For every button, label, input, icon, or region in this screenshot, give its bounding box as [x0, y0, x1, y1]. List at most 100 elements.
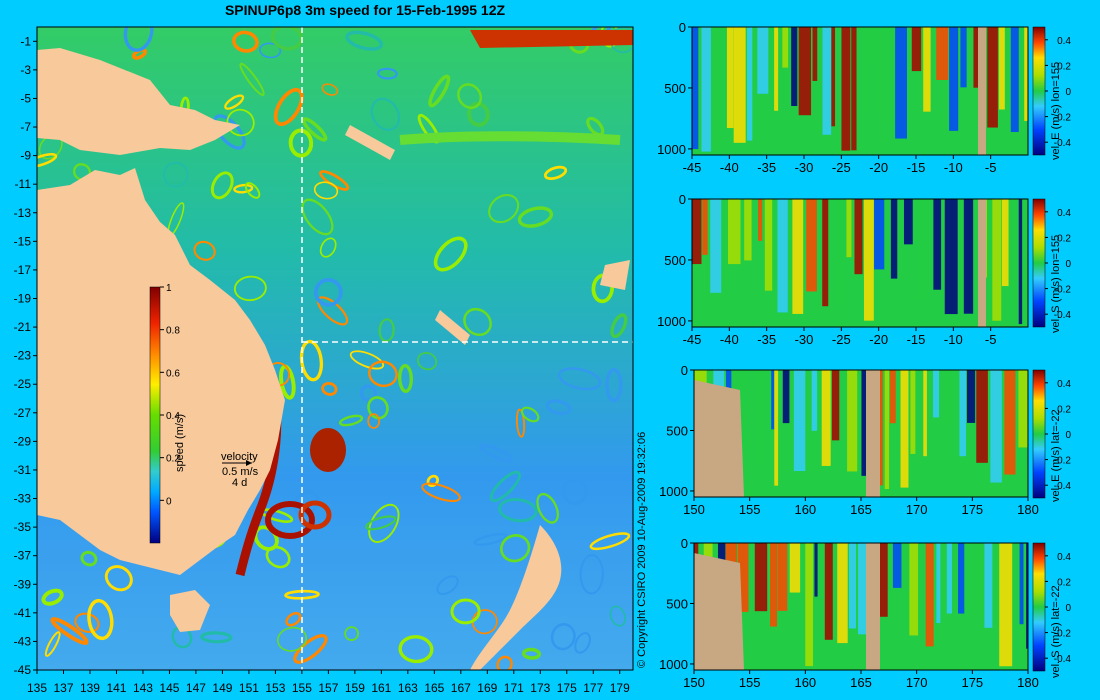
copyright-notice: © Copyright CSIRO 2009 10-Aug-2009 19:32… — [636, 431, 648, 668]
arrow-head-icon — [246, 460, 252, 466]
section-colorbar-tick-label: 0 — [1065, 259, 1071, 270]
velocity-band — [733, 27, 746, 143]
section-x-tick-label: 170 — [906, 675, 928, 690]
velocity-legend-speed: 0.5 m/s — [222, 466, 259, 478]
eddy — [171, 626, 193, 649]
velocity-band — [869, 27, 875, 68]
velocity-band — [770, 543, 778, 627]
map-y-tick-label: -41 — [14, 606, 32, 620]
eddy — [41, 588, 64, 606]
section-y-tick-label: 500 — [666, 596, 688, 611]
velocity-band — [874, 199, 885, 270]
velocity-band — [744, 199, 752, 261]
velocity-band — [846, 199, 852, 258]
colorbar-tick-label: 0 — [166, 496, 172, 507]
speed-colorbar — [149, 286, 161, 544]
section-land — [978, 199, 986, 327]
map-y-tick-label: -13 — [14, 206, 32, 220]
eddy — [37, 152, 58, 168]
map-y-tick-label: -35 — [14, 520, 32, 534]
warm-core-eddy — [310, 428, 346, 472]
section-x-tick-label: 150 — [683, 502, 705, 517]
eddy — [104, 565, 133, 592]
map-x-tick-label: 161 — [371, 681, 391, 695]
eddy — [349, 350, 385, 370]
eddy — [365, 515, 397, 531]
section-colorbar — [1032, 198, 1046, 328]
map-x-tick-label: 171 — [504, 681, 524, 695]
velocity-band — [863, 199, 874, 321]
section-y-tick-label: 0 — [681, 363, 688, 378]
velocity-band — [900, 370, 909, 488]
section-colorbar-tick-label: -0.2 — [1054, 285, 1072, 296]
eddy — [162, 161, 189, 188]
eddy — [344, 626, 359, 642]
eddy — [359, 384, 377, 402]
velocity-band — [726, 27, 734, 129]
australia — [37, 168, 285, 575]
velocity-band — [798, 27, 812, 116]
velocity-band — [915, 199, 928, 299]
eddy — [123, 27, 154, 52]
velocity-band — [960, 27, 967, 88]
fiji — [600, 260, 630, 290]
tasmania — [170, 590, 210, 632]
velocity-band — [936, 543, 941, 624]
section-x-tick-label: -30 — [795, 332, 814, 347]
eddy — [367, 413, 381, 429]
section-y-tick-label: 0 — [679, 20, 686, 35]
map-x-tick-label: 141 — [106, 681, 126, 695]
eddy — [313, 278, 343, 307]
velocity-band — [944, 199, 958, 315]
eddy — [417, 352, 438, 371]
velocity-band — [990, 370, 1002, 483]
map-y-tick-label: -25 — [14, 377, 32, 391]
eddy — [463, 307, 492, 337]
map-y-tick-label: -33 — [14, 492, 32, 506]
eddy — [561, 478, 588, 505]
map-x-tick-label: 167 — [451, 681, 471, 695]
eddy — [370, 97, 401, 132]
velocity-band — [811, 370, 818, 431]
velocity-band — [984, 543, 993, 628]
velocity-band — [976, 370, 988, 463]
section-colorbar-tick-label: -0.4 — [1054, 138, 1072, 149]
velocity-band — [1024, 27, 1028, 121]
eddy — [368, 360, 398, 388]
map-y-tick-label: -19 — [14, 291, 32, 305]
section-colorbar-tick-label: 0.4 — [1057, 552, 1071, 563]
section-frame — [691, 198, 1029, 328]
colorbar-tick-label: 0.8 — [166, 326, 180, 337]
eddy — [433, 236, 468, 272]
velocity-band — [774, 370, 779, 486]
section-panel-3: 150 155 160 165 170 175 180 0 500 1000 0.4 0.2 0 -0.2… — [659, 363, 1071, 517]
velocity-band — [821, 370, 831, 466]
section-x-tick-label: 150 — [683, 675, 705, 690]
eddy — [259, 42, 282, 59]
section-frame — [691, 26, 1029, 156]
velocity-band — [702, 199, 708, 255]
section-y-tick-label: 0 — [679, 192, 686, 207]
velocity-band — [933, 370, 940, 418]
eddy — [498, 498, 538, 523]
section-x-tick-label: 180 — [1017, 502, 1039, 517]
map-x-tick-label: 155 — [292, 681, 312, 695]
map-x-tick-label: 169 — [477, 681, 497, 695]
velocity-band — [777, 543, 788, 611]
eddy — [345, 30, 383, 51]
velocity-band — [946, 543, 953, 614]
section-colorbar-tick-label: 0 — [1065, 603, 1071, 614]
eddy — [285, 611, 302, 627]
eddy — [499, 534, 531, 563]
map-x-tick-label: 147 — [186, 681, 206, 695]
eddy — [193, 240, 216, 261]
map-x-tick-label: 151 — [239, 681, 259, 695]
velocity-band — [771, 370, 775, 430]
velocity-band — [987, 27, 998, 128]
velocity-band — [758, 199, 763, 241]
eddy — [457, 83, 483, 109]
eddy — [517, 206, 554, 228]
section-land — [866, 543, 880, 670]
velocity-band — [1026, 543, 1028, 649]
eddy — [586, 116, 605, 137]
